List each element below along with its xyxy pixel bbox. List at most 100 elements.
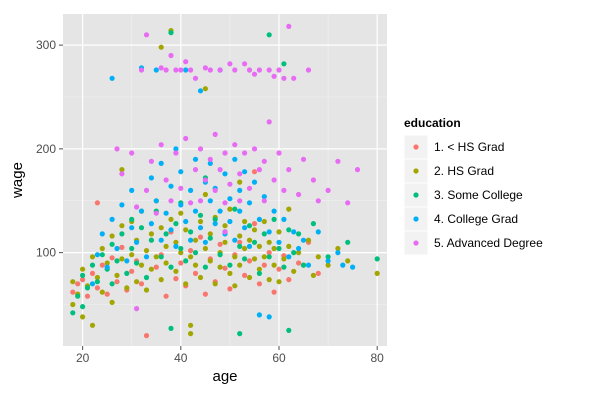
data-point: [281, 187, 287, 193]
data-point: [335, 250, 341, 256]
y-tick-label: 100: [36, 246, 56, 260]
data-point: [75, 281, 81, 287]
data-point: [163, 293, 169, 299]
data-point: [325, 187, 331, 193]
data-point: [271, 177, 277, 183]
data-point: [305, 67, 312, 73]
data-point: [217, 241, 223, 247]
data-point: [242, 218, 248, 225]
data-point: [129, 187, 135, 193]
data-point: [109, 75, 115, 81]
data-point: [261, 194, 267, 200]
data-point: [109, 216, 115, 222]
data-point: [178, 210, 184, 216]
data-point: [124, 270, 130, 276]
series-3: [70, 30, 380, 337]
data-point: [124, 258, 130, 264]
data-point: [271, 73, 277, 79]
data-point: [300, 156, 307, 162]
x-axis-ticks: 20 40 60 80: [76, 346, 384, 365]
data-point: [232, 206, 238, 212]
data-point: [256, 67, 262, 73]
data-point: [345, 258, 351, 264]
data-point: [134, 204, 140, 210]
legend-label: 1. < HS Grad: [434, 140, 504, 154]
data-point: [207, 198, 213, 204]
data-point: [237, 198, 243, 204]
data-point: [310, 221, 316, 227]
data-point: [261, 262, 267, 268]
data-point: [183, 227, 189, 233]
data-point: [197, 146, 204, 152]
data-point: [286, 167, 292, 173]
data-point: [143, 333, 150, 339]
data-point: [242, 61, 248, 67]
data-point: [173, 221, 179, 227]
data-point: [134, 279, 140, 285]
data-point: [291, 75, 297, 81]
data-point: [148, 221, 154, 227]
data-point: [271, 245, 277, 252]
data-point: [227, 206, 233, 212]
data-point: [148, 237, 154, 243]
legend-label: 4. College Grad: [434, 212, 518, 226]
data-point: [188, 331, 194, 337]
data-point: [251, 221, 258, 227]
data-point: [134, 239, 140, 245]
data-point: [119, 244, 125, 250]
data-point: [188, 67, 194, 73]
data-point: [242, 169, 248, 175]
data-point: [256, 270, 262, 276]
data-point: [84, 285, 91, 291]
data-point: [197, 198, 204, 204]
data-point: [227, 270, 233, 276]
legend-title: education: [404, 116, 461, 130]
data-point: [148, 158, 154, 164]
data-point: [109, 241, 115, 247]
y-axis-title: wage: [9, 162, 26, 199]
data-point: [296, 245, 302, 252]
data-point: [178, 169, 184, 175]
data-point: [237, 208, 243, 214]
data-point: [232, 237, 238, 243]
data-point: [148, 266, 154, 272]
data-point: [119, 171, 125, 177]
data-point: [207, 235, 213, 241]
data-point: [94, 279, 100, 285]
data-point: [222, 239, 228, 245]
series-5: [114, 23, 361, 312]
data-point: [276, 266, 282, 272]
data-point: [99, 245, 105, 252]
data-point: [232, 283, 238, 289]
legend-item: 4. College Grad: [403, 206, 518, 232]
data-point: [138, 67, 145, 73]
data-point: [251, 256, 258, 262]
data-point: [281, 61, 287, 67]
data-point: [325, 254, 331, 260]
data-point: [335, 158, 341, 164]
data-point: [109, 255, 115, 261]
data-point: [246, 67, 253, 73]
data-point: [300, 262, 307, 268]
data-point: [129, 268, 135, 274]
data-point: [158, 225, 164, 231]
data-point: [202, 65, 208, 71]
data-point: [315, 229, 321, 235]
data-point: [261, 158, 267, 164]
data-point: [143, 248, 150, 254]
data-point: [192, 262, 199, 268]
data-point: [192, 237, 199, 243]
data-point: [178, 202, 184, 208]
data-point: [119, 202, 125, 208]
data-point: [217, 208, 223, 214]
data-point: [124, 285, 130, 291]
data-point: [246, 223, 253, 229]
data-point: [70, 310, 76, 316]
data-point: [173, 150, 179, 156]
data-point: [207, 67, 213, 73]
data-point: [173, 67, 179, 73]
data-point: [261, 218, 267, 225]
data-point: [212, 187, 218, 193]
data-point: [168, 325, 174, 331]
data-point: [266, 314, 272, 320]
